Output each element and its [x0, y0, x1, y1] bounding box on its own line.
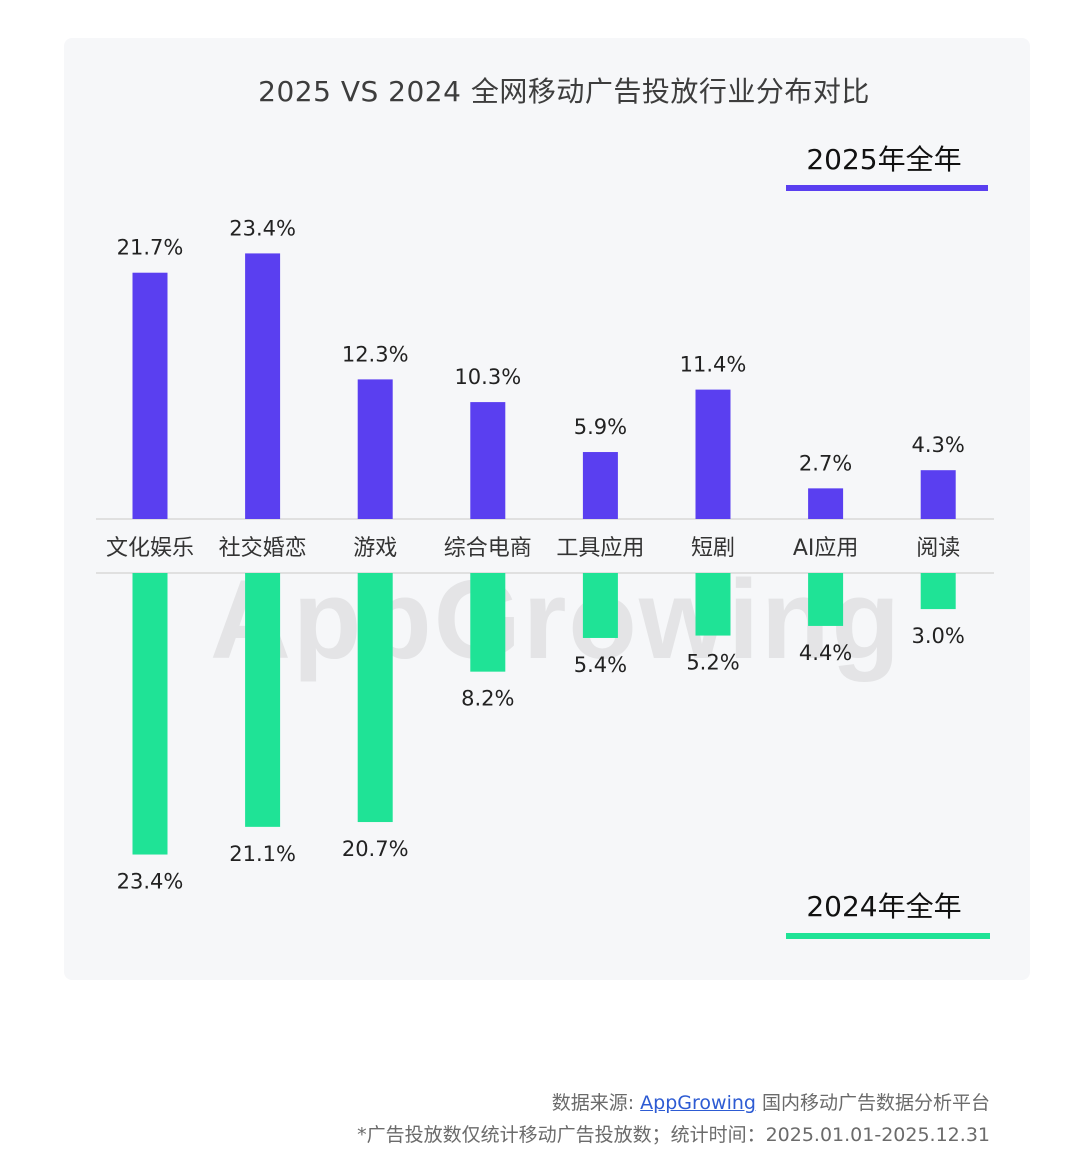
bar-2025-4 [582, 452, 618, 519]
label-2025-0: 21.7% [117, 236, 184, 260]
legend-2025-label: 2025年全年 [806, 143, 962, 176]
bar-2024-2 [357, 573, 393, 823]
category-label-0: 文化娱乐 [106, 536, 194, 561]
chart-title: 2025 VS 2024 全网移动广告投放行业分布对比 [258, 75, 870, 108]
footer-source-suffix: 国内移动广告数据分析平台 [755, 1092, 990, 1114]
legend-2024-swatch [786, 933, 990, 939]
label-2025-1: 23.4% [229, 216, 296, 240]
bar-2024-4 [582, 573, 618, 638]
label-2024-2: 20.7% [342, 837, 409, 861]
label-2025-4: 5.9% [574, 415, 627, 439]
series-2025 [132, 253, 956, 519]
bar-2025-1 [245, 253, 281, 519]
label-2025-2: 12.3% [342, 342, 409, 366]
category-label-5: 短剧 [691, 536, 735, 561]
legend-2025-swatch [786, 185, 988, 191]
bar-2024-6 [808, 573, 844, 626]
category-labels: 文化娱乐 社交婚恋 游戏 综合电商 工具应用 短剧 AI应用 阅读 [106, 536, 960, 561]
bar-2025-3 [470, 402, 506, 519]
series-2024 [132, 573, 956, 855]
category-label-6: AI应用 [793, 536, 859, 561]
label-2025-6: 2.7% [799, 451, 852, 475]
data-labels-2024: 23.4% 21.1% 20.7% 8.2% 5.4% 5.2% 4.4% 3.0% [117, 624, 965, 893]
label-2025-5: 11.4% [680, 353, 747, 377]
label-2025-3: 10.3% [454, 365, 521, 389]
bar-2024-1 [245, 573, 281, 827]
bar-2025-5 [695, 389, 731, 519]
bar-2024-0 [132, 573, 168, 855]
label-2024-1: 21.1% [229, 842, 296, 866]
label-2024-0: 23.4% [117, 870, 184, 894]
footer-note: *广告投放数仅统计移动广告投放数；统计时间：2025.01.01-2025.12… [357, 1124, 990, 1146]
category-label-1: 社交婚恋 [219, 536, 307, 561]
bar-2025-2 [357, 379, 393, 519]
category-label-3: 综合电商 [444, 536, 532, 561]
bar-2024-7 [920, 573, 956, 610]
label-2024-4: 5.4% [574, 653, 627, 677]
bar-2025-7 [920, 470, 956, 519]
label-2025-7: 4.3% [912, 433, 965, 457]
label-2024-6: 4.4% [799, 641, 852, 665]
label-2024-5: 5.2% [686, 651, 739, 675]
category-label-7: 阅读 [916, 536, 960, 561]
footer-source-prefix: 数据来源: [551, 1092, 641, 1114]
label-2024-7: 3.0% [912, 624, 965, 648]
bar-2024-5 [695, 573, 731, 636]
bar-2025-6 [808, 488, 844, 519]
footer-source-link[interactable]: AppGrowing [640, 1092, 756, 1114]
watermark-logo: AppGrowing [210, 557, 902, 682]
bar-2024-3 [470, 573, 506, 672]
legend-2024-label: 2024年全年 [806, 890, 962, 923]
bar-2025-0 [132, 272, 168, 519]
bar-chart: 21.7% 23.4% 12.3% 10.3% 5.9% 11.4% 2.7% 4.3% 23… [96, 216, 994, 894]
data-labels-2025: 21.7% 23.4% 12.3% 10.3% 5.9% 11.4% 2.7% 4.3% [117, 216, 965, 475]
label-2024-3: 8.2% [461, 687, 514, 711]
footer-source: 数据来源: AppGrowing 国内移动广告数据分析平台 [552, 1088, 990, 1115]
category-label-2: 游戏 [353, 536, 397, 561]
category-label-4: 工具应用 [556, 536, 644, 561]
chart-card [64, 38, 1030, 980]
